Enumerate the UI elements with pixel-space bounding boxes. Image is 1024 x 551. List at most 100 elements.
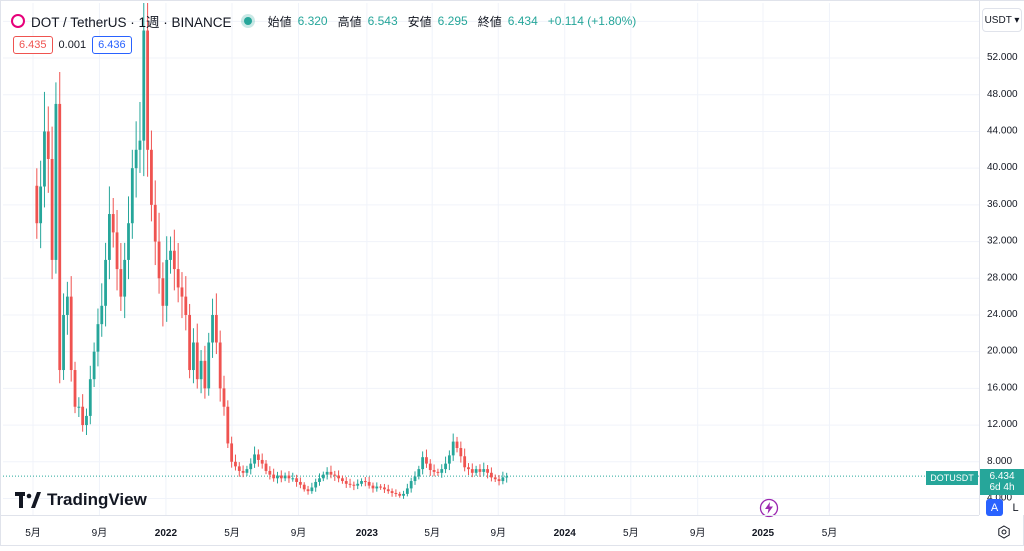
gear-icon[interactable] xyxy=(997,525,1011,539)
candle-body[interactable] xyxy=(390,491,394,493)
candle-body[interactable] xyxy=(440,469,444,473)
candle-body[interactable] xyxy=(299,481,302,485)
candle-body[interactable] xyxy=(123,259,127,297)
candle-body[interactable] xyxy=(180,287,184,297)
candle-body[interactable] xyxy=(352,484,356,486)
candle-body[interactable] xyxy=(260,459,264,464)
candle-body[interactable] xyxy=(184,296,188,315)
candle-body[interactable] xyxy=(172,250,176,270)
candle-body[interactable] xyxy=(279,475,283,479)
candle-body[interactable] xyxy=(341,478,344,482)
candle-body[interactable] xyxy=(207,342,211,389)
candle-body[interactable] xyxy=(470,469,474,473)
candle-body[interactable] xyxy=(432,470,436,472)
candle-body[interactable] xyxy=(50,158,54,260)
candle-body[interactable] xyxy=(43,131,46,187)
candle-body[interactable] xyxy=(493,477,497,480)
candle-body[interactable] xyxy=(222,388,226,407)
sell-price-button[interactable]: 6.435 xyxy=(13,36,53,54)
candle-body[interactable] xyxy=(165,259,169,306)
candle-body[interactable] xyxy=(417,469,421,477)
candle-body[interactable] xyxy=(134,149,138,169)
candle-body[interactable] xyxy=(237,466,241,471)
candle-body[interactable] xyxy=(214,314,218,343)
candle-body[interactable] xyxy=(356,483,360,486)
candle-body[interactable] xyxy=(367,481,371,486)
candle-body[interactable] xyxy=(459,448,463,457)
candle-body[interactable] xyxy=(371,485,375,489)
candle-body[interactable] xyxy=(478,469,482,472)
candle-body[interactable] xyxy=(425,457,428,464)
candle-body[interactable] xyxy=(92,351,96,380)
candle-body[interactable] xyxy=(386,489,390,492)
symbol-title[interactable]: DOT / TetherUS · 1週 · BINANCE xyxy=(31,15,232,30)
lightning-icon[interactable] xyxy=(759,498,779,518)
candle-body[interactable] xyxy=(360,481,363,484)
candle-body[interactable] xyxy=(111,214,115,233)
candle-body[interactable] xyxy=(405,488,409,494)
candle-body[interactable] xyxy=(325,471,329,475)
candle-body[interactable] xyxy=(501,477,505,482)
candle-body[interactable] xyxy=(188,314,192,371)
candle-body[interactable] xyxy=(344,481,348,484)
price-axis[interactable]: 56.00052.00048.00044.00040.00036.00032.0… xyxy=(979,1,1024,515)
candle-body[interactable] xyxy=(169,250,172,260)
candle-body[interactable] xyxy=(447,455,451,464)
candle-body[interactable] xyxy=(268,470,272,475)
candle-body[interactable] xyxy=(333,474,337,476)
candle-body[interactable] xyxy=(46,131,50,159)
candle-body[interactable] xyxy=(203,360,207,389)
candle-body[interactable] xyxy=(81,406,85,426)
candle-body[interactable] xyxy=(234,461,237,467)
plot-area[interactable] xyxy=(3,3,979,515)
candle-body[interactable] xyxy=(283,475,287,479)
candle-body[interactable] xyxy=(295,478,298,482)
candle-body[interactable] xyxy=(77,406,81,408)
candle-body[interactable] xyxy=(291,478,295,480)
candle-body[interactable] xyxy=(329,471,333,475)
candle-body[interactable] xyxy=(230,443,234,462)
candle-body[interactable] xyxy=(436,471,440,473)
candle-body[interactable] xyxy=(306,489,310,492)
candle-body[interactable] xyxy=(192,342,195,371)
candle-body[interactable] xyxy=(104,259,107,306)
candle-body[interactable] xyxy=(35,185,39,224)
time-axis[interactable]: 5月 9月 2022 5月 9月 2023 5月 9月 2024 5月 9月 2025 5月 xyxy=(1,515,979,546)
candle-body[interactable] xyxy=(176,269,180,288)
candle-body[interactable] xyxy=(375,486,379,489)
candle-body[interactable] xyxy=(142,30,146,141)
currency-select[interactable]: USDT ▾ xyxy=(982,8,1022,32)
candle-body[interactable] xyxy=(195,342,199,380)
candle-body[interactable] xyxy=(505,476,509,478)
candle-body[interactable] xyxy=(62,314,65,371)
candle-body[interactable] xyxy=(444,463,447,470)
candle-body[interactable] xyxy=(490,472,493,478)
candle-body[interactable] xyxy=(383,487,386,490)
candle-body[interactable] xyxy=(497,479,501,482)
candle-body[interactable] xyxy=(85,415,88,426)
candle-body[interactable] xyxy=(302,484,306,490)
candle-body[interactable] xyxy=(276,475,279,479)
candle-body[interactable] xyxy=(88,379,92,416)
candle-body[interactable] xyxy=(249,463,253,470)
candle-body[interactable] xyxy=(428,463,432,471)
candle-body[interactable] xyxy=(58,103,62,371)
candle-body[interactable] xyxy=(474,469,478,473)
log-scale-button[interactable]: L xyxy=(1012,501,1019,514)
candle-body[interactable] xyxy=(409,481,413,489)
tradingview-logo[interactable]: TradingView xyxy=(15,490,147,510)
candle-body[interactable] xyxy=(455,441,459,449)
candle-body[interactable] xyxy=(421,457,425,470)
candle-body[interactable] xyxy=(253,454,256,464)
candle-body[interactable] xyxy=(394,492,398,494)
candle-body[interactable] xyxy=(130,168,134,224)
candle-body[interactable] xyxy=(379,486,383,488)
candle-body[interactable] xyxy=(413,476,417,482)
candle-body[interactable] xyxy=(363,481,367,483)
candle-body[interactable] xyxy=(54,103,58,260)
candle-body[interactable] xyxy=(115,232,119,270)
candle-body[interactable] xyxy=(398,493,402,496)
candle-body[interactable] xyxy=(138,140,142,150)
candle-body[interactable] xyxy=(451,441,455,456)
auto-scale-button[interactable]: A xyxy=(986,499,1003,516)
